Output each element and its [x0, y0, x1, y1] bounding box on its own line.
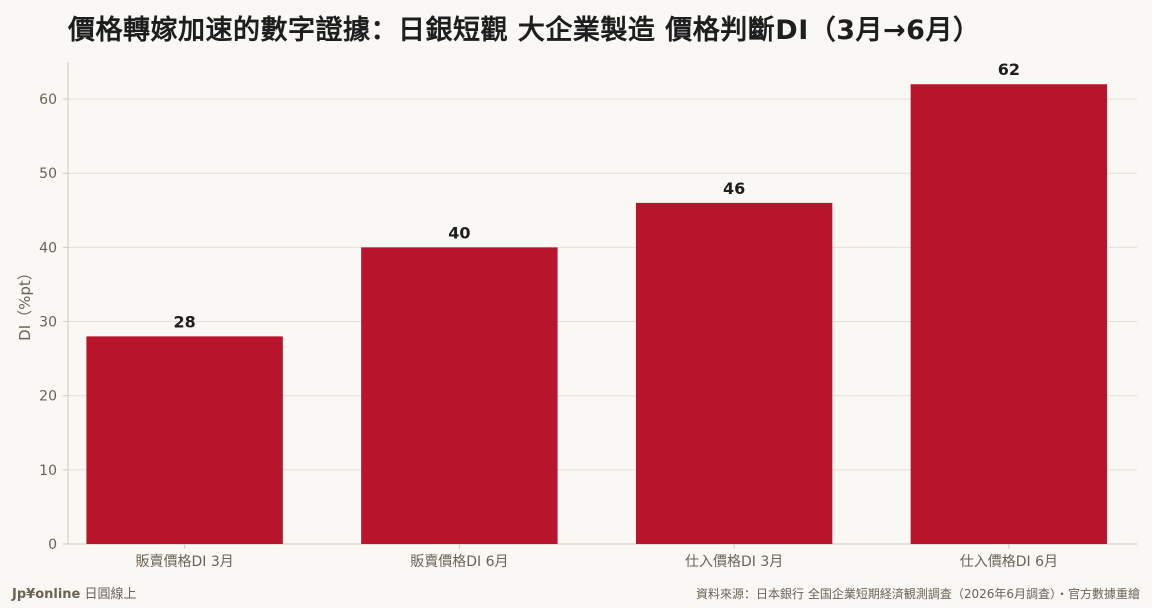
y-tick-label: 10	[39, 463, 57, 479]
y-tick-label: 0	[48, 537, 57, 553]
chart-title: 價格轉嫁加速的數字證據：日銀短觀 大企業製造 價格判斷DI（3月→6月）	[68, 15, 981, 46]
bar	[86, 336, 283, 544]
x-tick-label: 販賣價格DI 6月	[410, 553, 508, 570]
brand-suffix: 日圓線上	[84, 587, 137, 602]
data-label: 46	[723, 179, 745, 198]
y-tick-label: 60	[39, 92, 57, 108]
y-axis-label: DI（%pt）	[16, 265, 34, 341]
brand-footer: Jp¥online 日圓線上	[12, 583, 137, 602]
bar	[361, 247, 558, 544]
y-tick-label: 20	[39, 389, 57, 405]
x-tick-label: 仕入價格DI 6月	[960, 553, 1058, 570]
bar	[910, 84, 1108, 544]
bar	[635, 202, 833, 544]
x-tick-label: 販賣價格DI 3月	[135, 553, 233, 570]
data-label: 28	[173, 312, 195, 331]
y-tick-label: 30	[39, 315, 57, 331]
brand-name: Jp¥online	[12, 587, 81, 602]
data-label: 62	[998, 60, 1020, 79]
x-tick-label: 仕入價格DI 3月	[685, 553, 783, 570]
y-tick-label: 40	[39, 240, 57, 256]
y-tick-label: 50	[39, 166, 57, 182]
source-note: 資料來源：日本銀行 全国企業短期経済観測調査（2026年6月調査）・官方數據重繪	[696, 587, 1140, 601]
data-label: 40	[448, 223, 470, 242]
